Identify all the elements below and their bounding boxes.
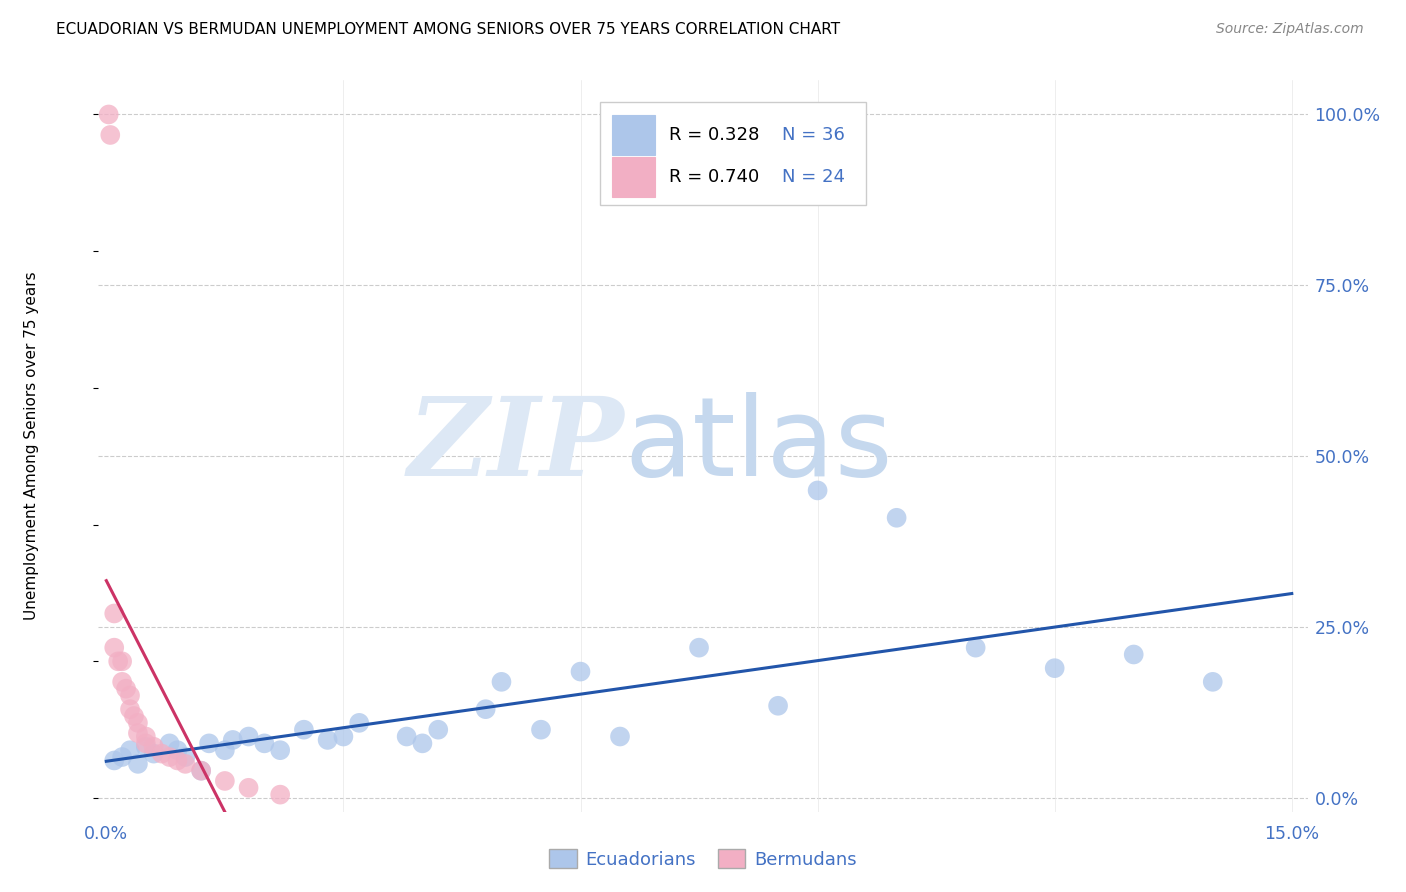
Bar xyxy=(613,157,655,197)
Legend: Ecuadorians, Bermudans: Ecuadorians, Bermudans xyxy=(543,842,863,876)
Point xyxy=(159,736,181,750)
Text: ECUADORIAN VS BERMUDAN UNEMPLOYMENT AMONG SENIORS OVER 75 YEARS CORRELATION CHAR: ECUADORIAN VS BERMUDAN UNEMPLOYMENT AMON… xyxy=(56,22,841,37)
Point xyxy=(142,739,165,754)
Text: N = 36: N = 36 xyxy=(782,126,845,145)
Text: atlas: atlas xyxy=(624,392,893,500)
Text: 0.0%: 0.0% xyxy=(84,825,128,844)
Text: R = 0.328: R = 0.328 xyxy=(669,126,759,145)
Point xyxy=(395,730,418,744)
Point xyxy=(166,754,188,768)
FancyBboxPatch shape xyxy=(600,103,866,204)
Point xyxy=(103,640,125,655)
Point xyxy=(142,747,165,761)
Point xyxy=(474,702,496,716)
Point xyxy=(118,743,141,757)
Point xyxy=(127,715,149,730)
Point xyxy=(107,654,129,668)
Point xyxy=(292,723,315,737)
Point xyxy=(316,733,339,747)
Point xyxy=(118,702,141,716)
Bar xyxy=(613,115,655,155)
Point xyxy=(688,640,710,655)
Point xyxy=(190,764,212,778)
Text: N = 24: N = 24 xyxy=(782,168,845,186)
Point xyxy=(115,681,138,696)
Point xyxy=(135,739,157,754)
Point xyxy=(332,730,354,744)
Point xyxy=(347,715,370,730)
Point xyxy=(135,736,157,750)
Point xyxy=(174,750,197,764)
Point xyxy=(103,754,125,768)
Point xyxy=(111,654,134,668)
Point xyxy=(118,689,141,703)
Point xyxy=(411,736,433,750)
Point xyxy=(1122,648,1144,662)
Point xyxy=(530,723,553,737)
Point xyxy=(150,747,173,761)
Point xyxy=(491,674,513,689)
Point xyxy=(1202,674,1225,689)
Point xyxy=(97,107,120,121)
Point xyxy=(222,733,245,747)
Point xyxy=(214,743,236,757)
Point xyxy=(198,736,221,750)
Text: Unemployment Among Seniors over 75 years: Unemployment Among Seniors over 75 years xyxy=(24,272,39,620)
Point xyxy=(127,726,149,740)
Point xyxy=(122,709,145,723)
Point xyxy=(238,780,260,795)
Point xyxy=(174,756,197,771)
Point xyxy=(111,674,134,689)
Point xyxy=(111,750,134,764)
Point xyxy=(886,510,908,524)
Text: 15.0%: 15.0% xyxy=(1264,825,1319,844)
Point xyxy=(166,743,188,757)
Text: R = 0.740: R = 0.740 xyxy=(669,168,759,186)
Point xyxy=(269,743,291,757)
Point xyxy=(609,730,631,744)
Point xyxy=(1043,661,1066,675)
Point xyxy=(807,483,830,498)
Point xyxy=(214,774,236,789)
Point xyxy=(965,640,987,655)
Point xyxy=(766,698,789,713)
Text: ZIP: ZIP xyxy=(408,392,624,500)
Text: Source: ZipAtlas.com: Source: ZipAtlas.com xyxy=(1216,22,1364,37)
Point xyxy=(135,730,157,744)
Point xyxy=(103,607,125,621)
Point xyxy=(427,723,450,737)
Point xyxy=(190,764,212,778)
Point xyxy=(238,730,260,744)
Point xyxy=(159,750,181,764)
Point xyxy=(98,128,121,142)
Point xyxy=(253,736,276,750)
Point xyxy=(569,665,592,679)
Point xyxy=(127,756,149,771)
Point xyxy=(269,788,291,802)
